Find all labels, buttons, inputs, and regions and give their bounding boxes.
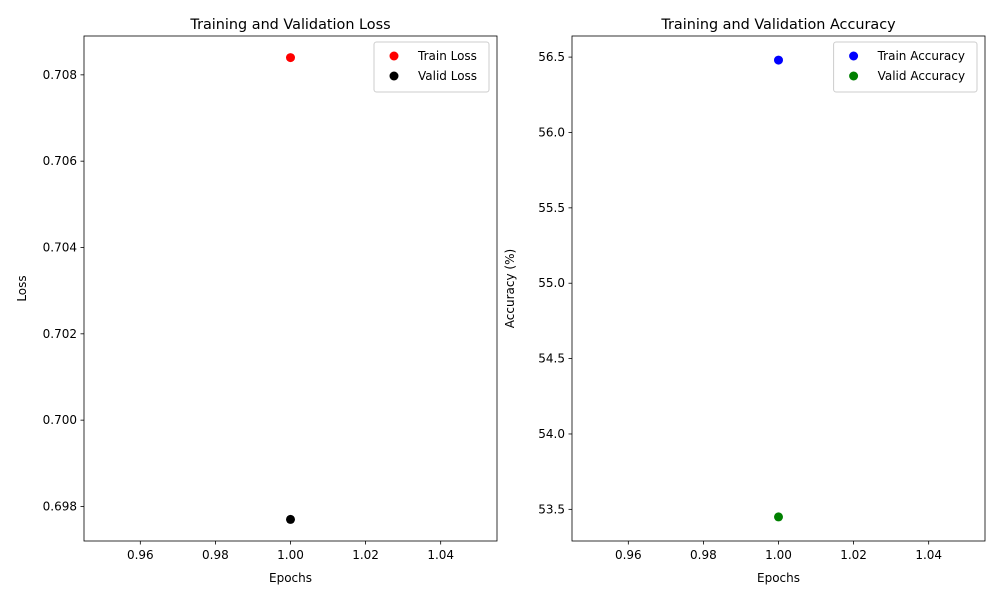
y-tick-label: 0.708 (43, 68, 77, 82)
data-point (774, 512, 783, 522)
legend-label: Train Loss (417, 49, 477, 63)
y-tick-label: 55.5 (538, 201, 565, 215)
x-tick-label: 0.96 (127, 548, 154, 562)
y-tick-label: 56.0 (538, 125, 565, 139)
y-tick-label: 0.704 (43, 240, 77, 254)
legend-marker (389, 71, 399, 81)
x-axis-label: Epochs (757, 571, 800, 585)
legend-box (373, 41, 490, 93)
x-tick-label: 0.98 (690, 548, 717, 562)
data-point (774, 55, 783, 65)
chart-panel-2: Training and Validation Accuracy 0.96 0.98… (503, 17, 986, 585)
legend-marker (389, 51, 399, 61)
legend: Train Accuracy Valid Accuracy (833, 41, 978, 93)
x-tick-label: 1.00 (765, 548, 792, 562)
y-axis-label: Accuracy (%) (503, 249, 517, 328)
y-tick-label: 0.706 (43, 154, 77, 168)
data-point (286, 53, 295, 63)
chart-panel-1: Training and Validation Loss 0.96 0.98 1.00… (15, 17, 498, 585)
y-tick-label: 54.5 (538, 352, 565, 366)
x-tick-label: 1.04 (915, 548, 942, 562)
chart-title: Training and Validation Accuracy (660, 17, 896, 33)
x-axis-label: Epochs (269, 571, 312, 585)
x-tick-label: 0.98 (202, 548, 229, 562)
x-tick-label: 1.04 (427, 548, 454, 562)
x-tick-label: 1.02 (840, 548, 867, 562)
y-axis-label: Loss (15, 275, 29, 301)
legend: Train Loss Valid Loss (373, 41, 490, 93)
legend-label: Train Accuracy (877, 49, 965, 63)
legend-box (833, 41, 978, 93)
x-tick-label: 1.02 (352, 548, 379, 562)
legend-marker (849, 51, 859, 61)
legend-label: Valid Accuracy (878, 69, 966, 83)
legend-label: Valid Loss (418, 69, 477, 83)
y-tick-label: 53.5 (538, 502, 565, 516)
plot-frame (83, 35, 498, 542)
y-tick-label: 56.5 (538, 50, 565, 64)
chart-title: Training and Validation Loss (189, 17, 390, 33)
y-tick-label: 55.0 (538, 276, 565, 290)
x-tick-label: 1.00 (277, 548, 304, 562)
y-tick-label: 0.698 (43, 499, 77, 513)
x-tick-label: 0.96 (615, 548, 642, 562)
y-tick-label: 0.700 (43, 413, 77, 427)
data-point (286, 514, 295, 524)
plot-frame (571, 35, 986, 542)
legend-marker (849, 71, 859, 81)
y-tick-label: 54.0 (538, 427, 565, 441)
y-tick-label: 0.702 (43, 327, 77, 341)
